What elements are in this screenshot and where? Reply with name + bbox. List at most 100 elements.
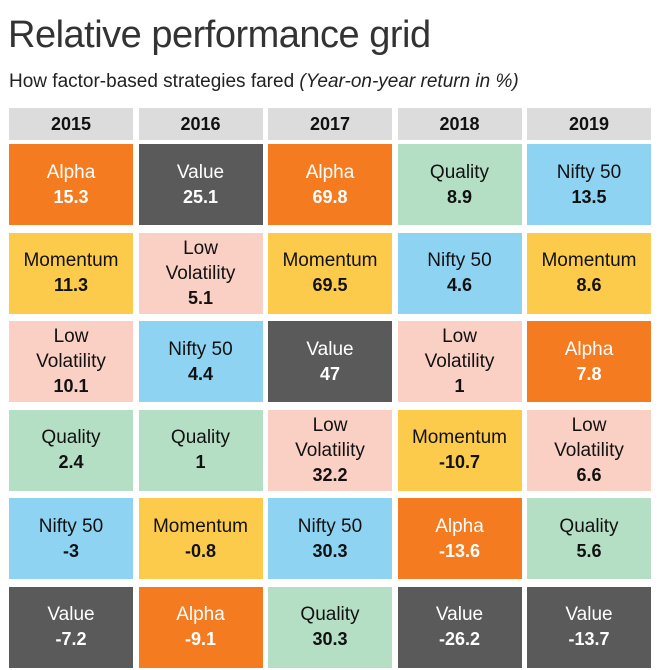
cell-value: -9.1 <box>184 629 217 649</box>
cell-value: 15.3 <box>53 186 89 207</box>
grid-cell: Nifty 50 13.5 <box>527 144 651 225</box>
grid-cell: Quality 30.3 <box>268 586 392 668</box>
cell-label: Momentum <box>411 427 508 448</box>
cell-label: Nifty 50 <box>168 338 233 360</box>
grid-cell: Momentum -0.8 <box>138 498 263 579</box>
chart-title: Relative performance grid <box>8 14 431 56</box>
cell-label: Alpha <box>305 161 355 183</box>
chart-subtitle: How factor-based strategies fared (Year-… <box>9 71 519 93</box>
grid-cell: Alpha 15.3 <box>9 144 133 225</box>
grid-cell: Alpha -13.6 <box>397 498 522 579</box>
grid-cell: Nifty 50 4.4 <box>138 321 263 402</box>
cell-value: 8.9 <box>446 186 473 207</box>
grid-cell: Nifty 50 -3 <box>9 498 133 579</box>
cell-label: Quality <box>559 515 619 537</box>
subtitle-unit: (Year-on-year return in %) <box>299 71 519 92</box>
cell-label: Value <box>176 161 225 183</box>
cell-value: 69.5 <box>312 275 348 295</box>
cell-label: Low Volatility <box>554 414 624 461</box>
grid-cell: Alpha -9.1 <box>138 586 263 668</box>
year-header: 2015 <box>9 108 133 140</box>
cell-value: -13.6 <box>438 540 481 561</box>
grid-cell: Value 47 <box>268 321 392 402</box>
cell-label: Momentum <box>23 250 119 271</box>
cell-value: 30.3 <box>312 629 348 649</box>
cell-label: Low Volatility <box>165 237 236 284</box>
grid-cell: Quality 5.6 <box>527 498 651 579</box>
cell-value: -10.7 <box>438 452 481 472</box>
cell-value: 13.5 <box>571 186 607 207</box>
cell-value: 6.6 <box>576 464 602 485</box>
cell-value: 47 <box>319 363 341 384</box>
subtitle-text: How factor-based strategies fared <box>9 71 300 92</box>
grid-cell: Momentum -10.7 <box>397 409 522 491</box>
cell-label: Alpha <box>564 338 614 360</box>
grid-cell: Alpha 7.8 <box>527 321 651 402</box>
year-header: 2017 <box>268 108 392 140</box>
cell-value: 7.8 <box>576 363 602 384</box>
cell-value: 8.6 <box>576 275 602 295</box>
cell-label: Low Volatility <box>424 326 495 372</box>
cell-value: -13.7 <box>568 629 610 649</box>
cell-label: Quality <box>300 604 360 625</box>
grid-cell: Momentum 8.6 <box>527 232 651 314</box>
cell-label: Momentum <box>282 250 378 271</box>
grid-cell: Low Volatility 6.6 <box>527 409 651 491</box>
grid-cell: Low Volatility 10.1 <box>9 321 133 402</box>
cell-label: Alpha <box>435 515 484 537</box>
cell-label: Momentum <box>152 515 249 537</box>
performance-grid: 2015 2016 2017 2018 2019 Alpha 15.3 Value 25.1 Al… <box>9 108 655 668</box>
grid-cell: Low Volatility 1 <box>397 321 522 402</box>
cell-value: 32.2 <box>312 464 348 485</box>
cell-label: Quality <box>170 427 231 448</box>
cell-label: Quality <box>41 427 101 448</box>
cell-label: Nifty 50 <box>427 250 492 271</box>
cell-label: Low Volatility <box>36 326 106 372</box>
grid-cell: Momentum 69.5 <box>268 232 392 314</box>
cell-label: Quality <box>429 161 490 183</box>
grid-cell: Value 25.1 <box>138 144 263 225</box>
cell-value: 69.8 <box>312 186 348 207</box>
cell-label: Alpha <box>46 161 96 183</box>
grid-cell: Momentum 11.3 <box>9 232 133 314</box>
grid-cell: Alpha 69.8 <box>268 144 392 225</box>
grid-cell: Low Volatility 5.1 <box>138 232 263 314</box>
cell-label: Nifty 50 <box>556 161 622 183</box>
cell-value: -7.2 <box>55 629 87 649</box>
year-header: 2018 <box>397 108 522 140</box>
cell-label: Alpha <box>176 604 225 625</box>
grid-cell: Quality 8.9 <box>397 144 522 225</box>
grid-cell: Quality 1 <box>138 409 263 491</box>
cell-label: Momentum <box>541 250 637 271</box>
cell-label: Nifty 50 <box>38 515 104 537</box>
grid-cell: Nifty 50 30.3 <box>268 498 392 579</box>
cell-label: Value <box>565 604 613 625</box>
year-header: 2016 <box>138 108 263 140</box>
cell-value: 4.6 <box>446 275 473 295</box>
cell-value: 4.4 <box>187 363 214 384</box>
cell-label: Low Volatility <box>295 414 365 461</box>
grid-cell: Value -26.2 <box>397 586 522 668</box>
cell-value: 5.1 <box>187 287 214 308</box>
cell-label: Nifty 50 <box>297 515 363 537</box>
cell-value: 2.4 <box>58 452 84 472</box>
cell-value: 5.6 <box>576 540 602 561</box>
grid-cell: Value -7.2 <box>9 586 133 668</box>
grid-cell: Quality 2.4 <box>9 409 133 491</box>
cell-value: 11.3 <box>53 275 89 295</box>
grid-cell: Value -13.7 <box>527 586 651 668</box>
cell-value: -3 <box>62 540 79 561</box>
cell-value: 30.3 <box>312 540 348 561</box>
cell-value: -26.2 <box>438 629 481 649</box>
cell-value: 1 <box>454 376 465 396</box>
grid-cell: Low Volatility 32.2 <box>268 409 392 491</box>
year-header: 2019 <box>527 108 651 140</box>
cell-label: Value <box>47 604 95 625</box>
cell-label: Value <box>306 338 354 360</box>
grid-cell: Nifty 50 4.6 <box>397 232 522 314</box>
cell-label: Value <box>435 604 484 625</box>
cell-value: -0.8 <box>184 540 217 561</box>
cell-value: 10.1 <box>53 376 89 396</box>
cell-value: 1 <box>195 452 206 472</box>
cell-value: 25.1 <box>182 186 219 207</box>
